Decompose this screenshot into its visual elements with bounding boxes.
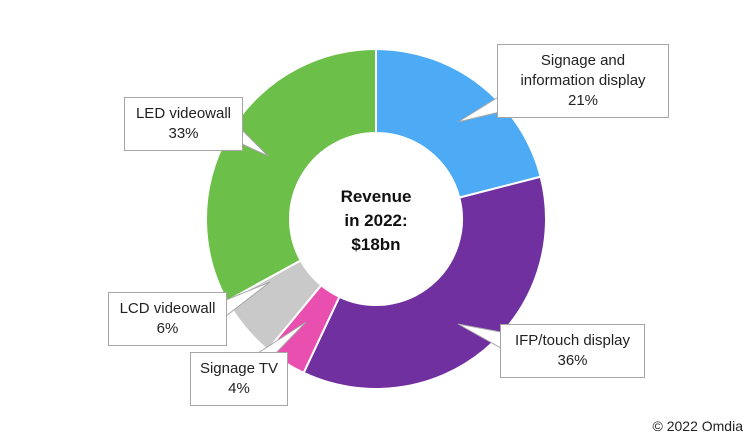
source: © 2022 Omdia (652, 418, 743, 434)
category-label: Signage TV (199, 360, 279, 377)
category-label: Signage and information display (520, 52, 646, 89)
donut-slice (375, 47, 542, 199)
category-label: LED videowall (135, 105, 232, 122)
callout-label: LCD videowall 6% (108, 292, 227, 346)
value-label: 36% (557, 352, 588, 369)
center-label: Revenue in 2022: $18bn (306, 185, 446, 257)
callout-label: Signage TV 4% (190, 352, 288, 406)
center-line: in 2022: (344, 211, 408, 230)
callout-label: IFP/touch display 36% (500, 324, 645, 378)
value-label: 33% (168, 125, 199, 142)
callout-label: LED videowall 33% (124, 97, 243, 151)
category-label: LCD videowall (119, 300, 216, 317)
center-line: $18bn (351, 235, 401, 254)
category-label: IFP/touch display (514, 332, 631, 349)
center-line: Revenue (340, 187, 412, 206)
value-label: 21% (567, 92, 599, 109)
value-label: 6% (156, 320, 179, 337)
value-label: 4% (228, 380, 250, 397)
donut-slice (205, 47, 377, 303)
callout-label: Signage and information display 21% (497, 44, 669, 118)
